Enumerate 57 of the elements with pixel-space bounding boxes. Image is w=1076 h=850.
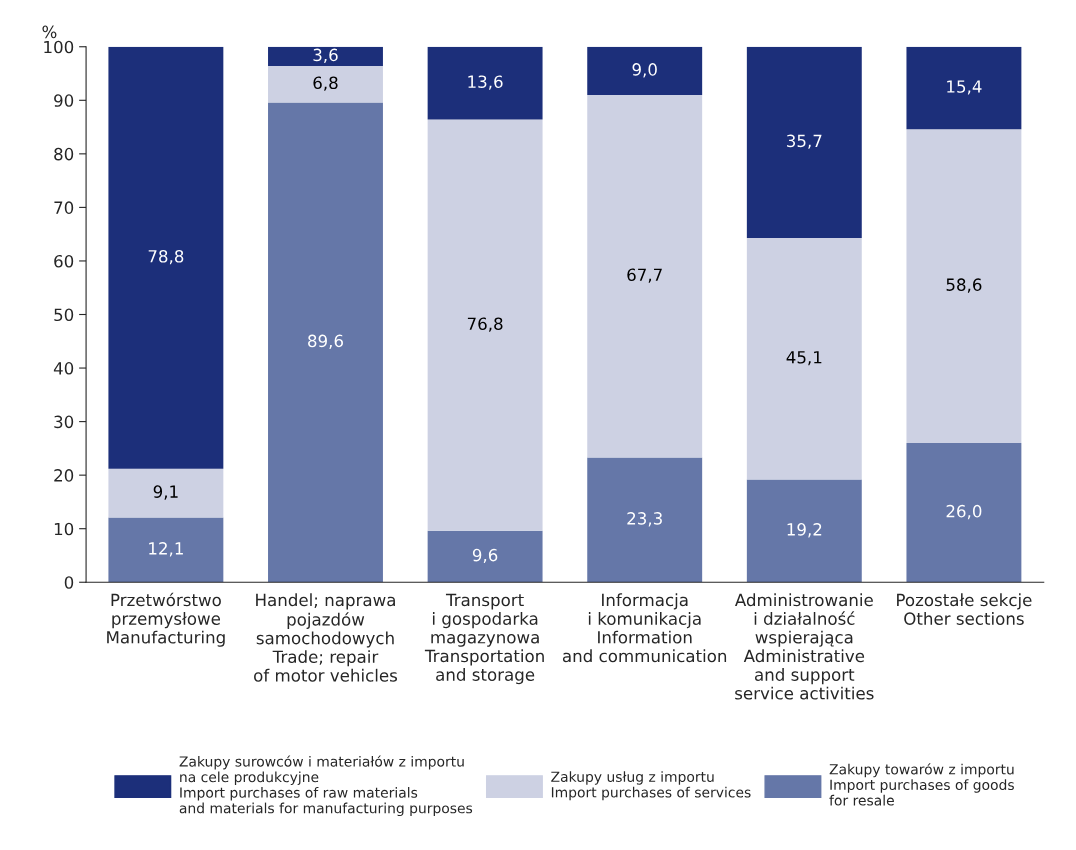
legend-label: Zakupy towarów z importu Import purchases of goods for resale xyxy=(829,763,1014,806)
bar xyxy=(587,94,703,458)
bar xyxy=(427,46,543,120)
data-label: 15,4 xyxy=(947,80,982,95)
y-tick-label: 30 xyxy=(54,415,74,429)
data-label: 76,8 xyxy=(467,317,503,332)
y-tick-label: 20 xyxy=(54,469,74,482)
x-tick-label: Administrowanie i działalność wspierająca Administrative and support service activities xyxy=(734,593,874,700)
data-label: 67,7 xyxy=(627,268,662,283)
bar xyxy=(906,46,1022,130)
x-tick-label: Informacja i komunikacja Information and communication xyxy=(562,593,727,663)
data-label: 9,0 xyxy=(632,63,657,78)
bar xyxy=(906,129,1022,444)
legend-label: Zakupy usług z importu Import purchases of services xyxy=(551,771,751,801)
y-tick-label: 70 xyxy=(54,201,74,214)
x-tick-label: Przetwórstwo przemysłowe Manufacturing xyxy=(107,592,225,647)
data-label: 78,8 xyxy=(148,249,184,265)
bar xyxy=(268,102,383,583)
bar xyxy=(587,46,703,95)
data-label: 19,2 xyxy=(787,523,822,538)
data-label: 6,8 xyxy=(313,76,338,91)
data-label: 3,6 xyxy=(313,48,338,63)
data-label: 9,6 xyxy=(472,548,498,564)
bar xyxy=(746,479,862,583)
y-tick-label: 80 xyxy=(54,147,74,161)
y-tick-label: 0 xyxy=(64,576,74,589)
data-label: 58,6 xyxy=(946,278,982,293)
data-label: 26,0 xyxy=(946,504,982,520)
x-tick-label: Transport i gospodarka magazynowa Transportation and storage xyxy=(424,593,544,685)
y-tick-label: 90 xyxy=(54,94,74,107)
bar xyxy=(906,443,1022,583)
bar xyxy=(427,530,543,583)
x-tick-label: Pozostałe sekcje Other sections xyxy=(897,593,1032,625)
bar xyxy=(587,457,703,583)
data-label: 13,6 xyxy=(468,75,503,90)
data-label: 9,1 xyxy=(153,485,178,500)
y-axis-title: % xyxy=(42,25,57,39)
bar xyxy=(268,66,383,103)
bar xyxy=(427,119,543,531)
data-label: 45,1 xyxy=(786,351,822,366)
data-label: 89,6 xyxy=(308,334,343,349)
y-tick-label: 40 xyxy=(53,362,74,375)
legend-label: Zakupy surowców i materiałów z importu na cele produkcyjne Import purchases of raw materials and materials for manufacturing purposes xyxy=(179,755,473,817)
bar xyxy=(746,237,862,480)
y-tick-label: 60 xyxy=(54,254,74,268)
bar xyxy=(108,517,224,583)
data-label: 35,7 xyxy=(787,134,822,149)
y-tick-label: 50 xyxy=(54,308,74,322)
bar xyxy=(746,46,862,238)
bar xyxy=(108,46,224,469)
y-tick-label: 100 xyxy=(44,40,74,54)
data-label: 12,1 xyxy=(149,542,183,557)
x-tick-label: Handel; naprawa pojazdów samochodowych Trade; repair of motor vehicles xyxy=(254,593,398,682)
bar xyxy=(108,468,224,518)
bar xyxy=(268,46,383,67)
y-tick-label: 10 xyxy=(54,522,74,536)
data-label: 23,3 xyxy=(627,512,662,527)
